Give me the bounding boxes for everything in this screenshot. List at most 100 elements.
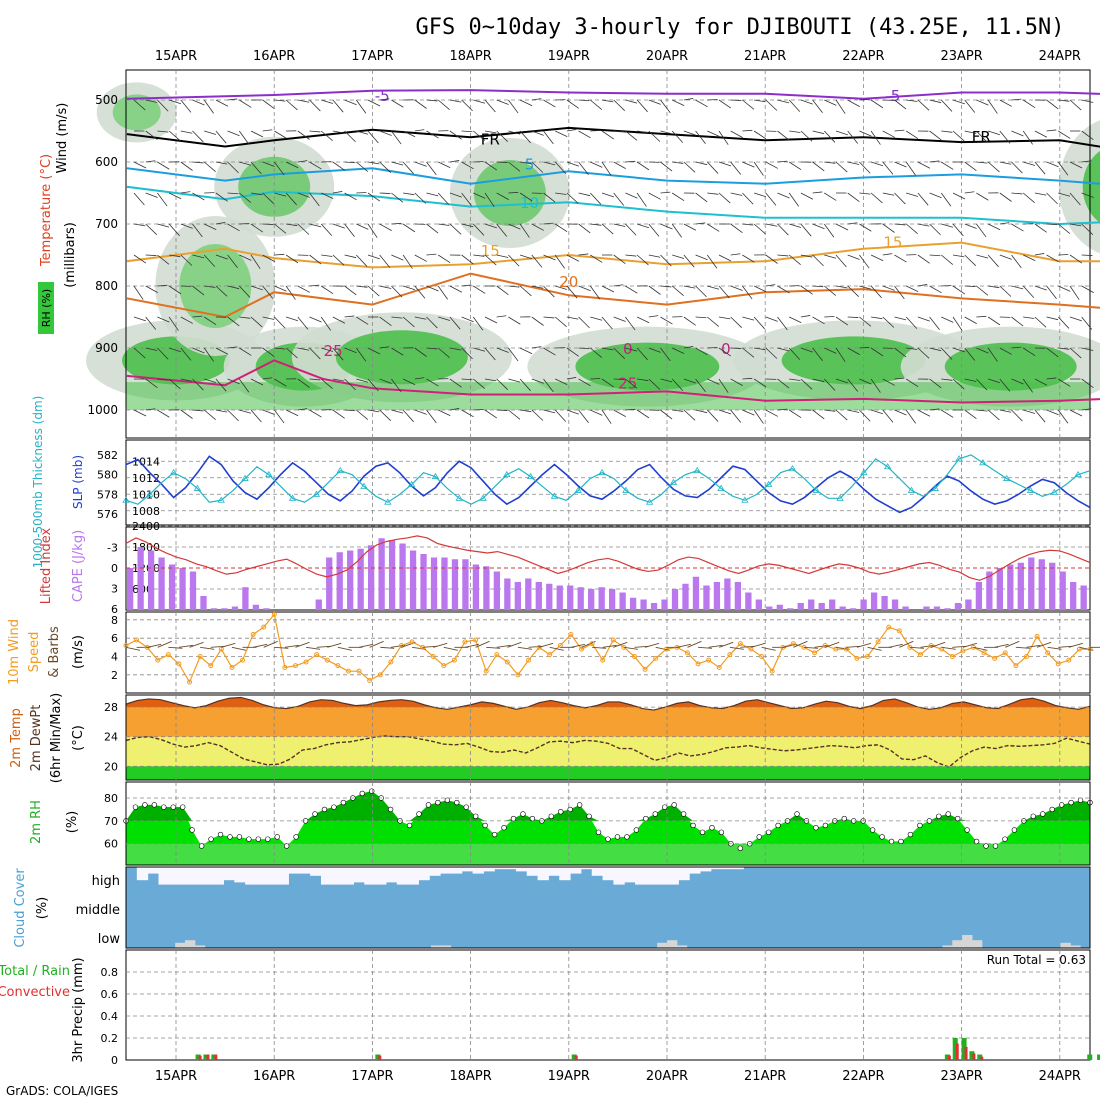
wind-barb xyxy=(227,223,240,232)
wind10m-barb xyxy=(1079,646,1094,651)
wind-speed-marker xyxy=(271,611,277,617)
wind-barb xyxy=(590,99,603,110)
rh2m-marker xyxy=(463,804,469,810)
wind-barb xyxy=(1046,161,1059,168)
rh2m-marker xyxy=(954,815,961,822)
wind-barb xyxy=(988,285,1000,289)
wind-barb xyxy=(508,378,521,383)
rh2m-marker xyxy=(331,804,337,810)
wind-barb xyxy=(964,254,977,266)
wind-barb xyxy=(309,99,321,112)
wind-barb xyxy=(648,347,661,353)
wind-barb xyxy=(461,316,474,323)
wind-speed-marker xyxy=(684,650,690,656)
wind-barb xyxy=(882,130,895,138)
wind-barb xyxy=(742,99,755,110)
isotherm-label: FR xyxy=(481,131,500,149)
wind-speed-marker xyxy=(727,652,733,658)
cape-bar xyxy=(671,589,679,610)
wind10m-barb xyxy=(782,643,797,648)
wind10m-barb xyxy=(708,644,723,648)
wind-barb xyxy=(356,161,369,172)
wind-barb xyxy=(1011,254,1022,269)
wind-barb xyxy=(905,223,918,235)
pressure-tick-label: 800 xyxy=(95,279,118,293)
isotherm-line xyxy=(126,167,1100,185)
wind-barb xyxy=(1058,130,1071,139)
cloud-level-label: middle xyxy=(76,903,120,918)
wind-barb xyxy=(941,285,952,287)
isotherm-label: FR xyxy=(972,128,991,146)
rh-blob xyxy=(179,244,252,328)
rh2m-marker xyxy=(964,827,970,833)
wind-speed-marker xyxy=(250,632,256,637)
wind-barb xyxy=(847,347,860,355)
thickness-marker xyxy=(503,470,511,478)
rh-tick-label: 70 xyxy=(104,815,118,828)
wind-barb xyxy=(496,161,508,163)
cape-bar xyxy=(242,587,249,610)
cape-bar xyxy=(567,585,574,610)
wind-barb xyxy=(917,409,931,417)
wind-barb xyxy=(672,347,685,354)
wind-barb xyxy=(578,253,589,256)
rh2m-marker xyxy=(1030,813,1036,819)
high-cloud-gap xyxy=(450,867,463,874)
high-cloud-gap xyxy=(288,867,300,874)
wind-barb xyxy=(145,316,157,330)
high-cloud-gap xyxy=(624,867,636,883)
wind-barb xyxy=(683,130,696,136)
wind-barb xyxy=(683,254,695,268)
wind-barb xyxy=(1081,254,1093,256)
wind10m-barb xyxy=(729,646,744,650)
wind-barb xyxy=(601,347,614,351)
wind-barb xyxy=(952,99,965,105)
cape-bar xyxy=(1028,557,1035,610)
wind-barb xyxy=(1034,253,1045,256)
wind-barb xyxy=(859,223,872,232)
high-cloud-gap xyxy=(201,867,214,885)
wind-barb xyxy=(531,254,543,268)
wind-barb xyxy=(250,409,262,423)
lifted-tick-label: 3 xyxy=(111,583,118,596)
wind-barb xyxy=(882,223,895,233)
wind-barb xyxy=(449,192,462,198)
wind-barb xyxy=(952,223,964,237)
wind-barb xyxy=(297,160,308,163)
wind-barb xyxy=(929,285,942,294)
wind-barb xyxy=(695,378,706,392)
wind-barb xyxy=(496,130,509,142)
wind-barb xyxy=(894,347,907,358)
rh2m-marker xyxy=(652,811,658,817)
wind-barb xyxy=(1011,130,1024,137)
pressure-tick-label: 600 xyxy=(95,155,118,169)
wind-barb xyxy=(672,254,685,259)
wind10m-barb xyxy=(157,640,172,648)
wind-barb xyxy=(157,254,170,265)
wind-barb xyxy=(695,254,708,261)
rh2m-unit-label: (%) xyxy=(65,811,80,834)
wind-barb xyxy=(180,254,193,266)
wind10m-barb xyxy=(750,642,766,648)
rh2m-marker xyxy=(586,813,592,819)
rh2m-marker xyxy=(340,799,347,806)
thickness-marker xyxy=(764,480,773,487)
wind-barb xyxy=(192,409,204,412)
wind-barb xyxy=(461,347,473,360)
wind-barb xyxy=(859,346,870,349)
cape-bar xyxy=(818,603,825,610)
wind-barb xyxy=(964,223,977,229)
wind-barb xyxy=(356,409,369,420)
wind-barb xyxy=(367,130,379,144)
slp-tick-label: 1008 xyxy=(132,505,160,518)
wind-barb xyxy=(777,130,790,141)
wind-barb xyxy=(789,130,801,133)
bottom-date-label: 20APR xyxy=(646,1069,688,1084)
wind-barb xyxy=(788,192,799,207)
wind-barb xyxy=(835,130,848,136)
wind-barb xyxy=(215,285,228,297)
wind-barb xyxy=(999,378,1011,392)
wind-barb xyxy=(788,161,802,171)
wind-barb xyxy=(426,285,439,292)
wind-barb xyxy=(929,254,941,257)
